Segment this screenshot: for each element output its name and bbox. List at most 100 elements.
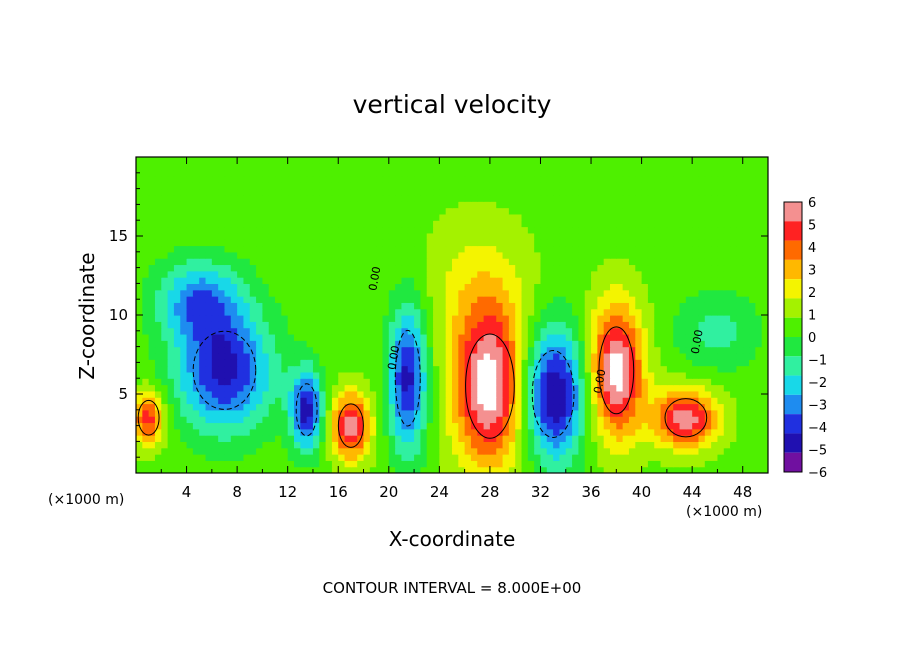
field-cell xyxy=(262,447,270,455)
field-cell xyxy=(262,251,270,259)
field-cell xyxy=(439,416,447,424)
field-cell xyxy=(357,251,365,259)
field-cell xyxy=(761,327,768,335)
field-cell xyxy=(376,384,384,392)
field-cell xyxy=(300,270,308,278)
field-cell xyxy=(673,352,681,360)
field-cell xyxy=(344,245,352,253)
field-cell xyxy=(344,194,352,202)
field-cell xyxy=(154,213,162,221)
field-cell xyxy=(723,232,731,240)
field-cell xyxy=(211,371,219,379)
field-cell xyxy=(749,321,756,329)
field-cell xyxy=(237,352,245,360)
field-cell xyxy=(685,460,693,468)
field-cell xyxy=(388,447,396,455)
field-cell xyxy=(382,409,390,417)
field-cell xyxy=(167,232,175,240)
field-cell xyxy=(527,359,535,367)
field-cell xyxy=(199,289,207,297)
field-cell xyxy=(534,296,542,303)
field-cell xyxy=(610,441,617,449)
field-cell xyxy=(173,251,181,259)
field-cell xyxy=(578,371,586,379)
field-cell xyxy=(319,371,327,379)
field-cell xyxy=(148,258,156,266)
field-cell xyxy=(249,340,257,348)
field-cell xyxy=(256,454,263,461)
field-cell xyxy=(515,327,523,335)
field-cell xyxy=(704,365,712,373)
field-cell xyxy=(154,333,162,341)
field-cell xyxy=(603,333,611,341)
field-cell xyxy=(685,264,693,272)
field-cell xyxy=(249,454,257,461)
field-cell xyxy=(679,226,687,234)
field-cell xyxy=(534,264,542,272)
field-cell xyxy=(287,283,295,291)
field-cell xyxy=(610,213,617,221)
field-cell xyxy=(749,365,756,373)
field-cell xyxy=(666,416,674,424)
field-cell xyxy=(647,213,655,221)
field-cell xyxy=(439,365,447,373)
field-cell xyxy=(433,277,440,284)
field-cell xyxy=(249,188,257,196)
field-cell xyxy=(331,340,339,348)
field-cell xyxy=(426,251,434,259)
field-cell xyxy=(331,169,339,177)
field-cell xyxy=(237,157,245,164)
field-cell xyxy=(628,258,636,266)
field-cell xyxy=(565,409,573,417)
field-cell xyxy=(761,194,768,202)
field-cell xyxy=(685,340,693,348)
field-cell xyxy=(142,321,150,329)
field-cell xyxy=(331,416,339,424)
field-cell xyxy=(173,428,181,436)
field-cell xyxy=(382,283,390,291)
field-cell xyxy=(433,302,440,310)
field-cell xyxy=(186,283,194,291)
field-cell xyxy=(584,302,592,310)
field-cell xyxy=(344,460,352,468)
field-cell xyxy=(603,409,611,417)
field-cell xyxy=(243,384,251,392)
field-cell xyxy=(243,321,251,329)
field-cell xyxy=(496,283,504,291)
field-cell xyxy=(388,213,396,221)
field-cell xyxy=(496,201,504,209)
field-cell xyxy=(142,365,150,373)
field-cell xyxy=(597,441,605,449)
field-cell xyxy=(300,454,308,461)
field-cell xyxy=(717,416,725,424)
field-cell xyxy=(281,460,289,468)
field-cell xyxy=(489,321,497,329)
field-cell xyxy=(540,403,548,411)
field-cell xyxy=(319,403,327,411)
field-cell xyxy=(439,277,447,284)
field-cell xyxy=(230,188,238,196)
field-cell xyxy=(186,390,194,398)
field-cell xyxy=(161,239,169,247)
field-cell xyxy=(319,435,327,442)
field-cell xyxy=(306,182,314,190)
field-cell xyxy=(388,201,396,209)
field-cell xyxy=(262,270,270,278)
field-cell xyxy=(350,220,358,228)
field-cell xyxy=(736,390,744,398)
field-cell xyxy=(294,365,301,373)
field-cell xyxy=(445,213,453,221)
field-cell xyxy=(597,232,605,240)
field-cell xyxy=(483,416,491,424)
field-cell xyxy=(717,194,725,202)
field-cell xyxy=(433,163,440,171)
field-cell xyxy=(275,258,282,266)
field-cell xyxy=(294,251,301,259)
field-cell xyxy=(363,258,371,266)
field-cell xyxy=(300,422,308,430)
field-cell xyxy=(515,416,523,424)
field-cell xyxy=(673,169,681,177)
field-cell xyxy=(256,251,263,259)
field-cell xyxy=(426,416,434,424)
field-cell xyxy=(312,157,320,164)
